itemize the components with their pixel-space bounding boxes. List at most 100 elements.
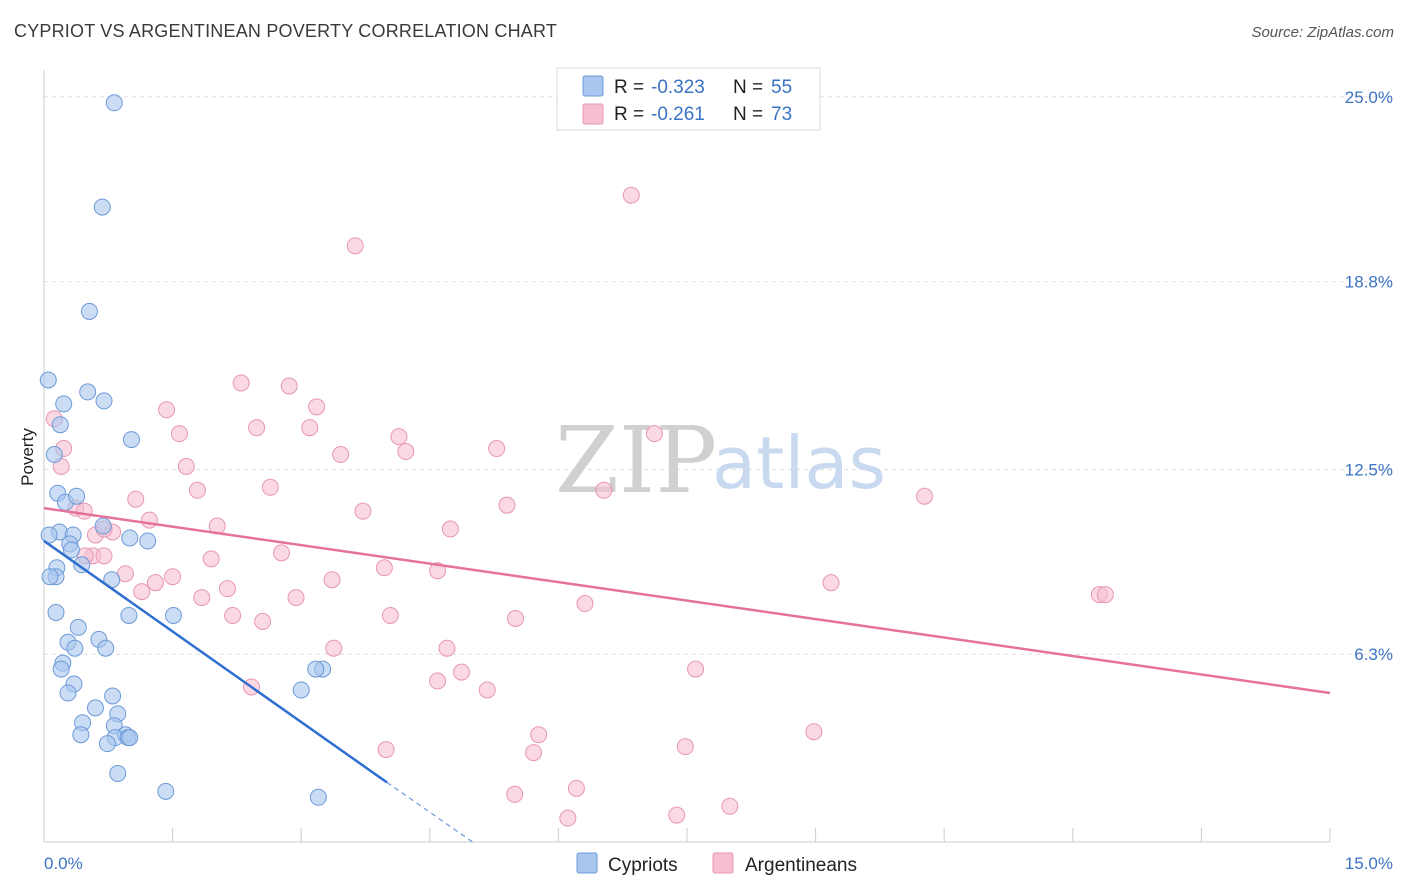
cypriots-point	[79, 383, 97, 401]
cypriots-point	[72, 726, 90, 744]
argentineans-point	[202, 550, 220, 568]
argentineans-point	[390, 428, 408, 446]
cypriots-point	[94, 517, 112, 535]
legend-swatch-argentineans	[582, 103, 604, 125]
cypriots-point	[80, 302, 98, 320]
cypriots-point	[47, 603, 65, 621]
cypriots-point	[307, 660, 325, 678]
argentineans-point	[354, 502, 372, 520]
argentineans-point	[325, 639, 343, 657]
cypriots-point	[41, 568, 59, 586]
argentineans-point	[133, 583, 151, 601]
argentineans-point	[332, 446, 350, 464]
argentineans-point	[75, 502, 93, 520]
cypriots-point	[69, 618, 87, 636]
cypriots-point	[309, 788, 327, 806]
cypriots-point	[52, 660, 70, 678]
argentineans-point	[224, 606, 242, 624]
argentineans-point	[622, 186, 640, 204]
legend-n-label-cypriots: N =	[733, 77, 763, 98]
argentineans-point	[170, 425, 188, 443]
cypriots-point	[121, 729, 139, 747]
argentineans-point	[822, 574, 840, 592]
argentineans-point	[805, 723, 823, 741]
argentineans-point	[158, 401, 176, 419]
argentineans-point	[261, 478, 279, 496]
argentineans-point	[567, 779, 585, 797]
watermark-zip: ZIP	[555, 407, 717, 514]
watermark: ZIP atlas	[555, 407, 886, 514]
cypriots-point	[157, 782, 175, 800]
cypriots-trend-line	[43, 539, 388, 784]
cypriots-point	[121, 529, 139, 547]
bottom-legend-label-argentineans: Argentineans	[745, 855, 857, 876]
argentineans-point	[478, 681, 496, 699]
argentineans-point	[272, 544, 290, 562]
argentineans-point	[254, 612, 272, 630]
cypriots-point	[66, 639, 84, 657]
cypriots-point	[93, 198, 111, 216]
argentineans-point	[218, 580, 236, 598]
argentineans-point	[429, 562, 447, 580]
cypriots-point	[164, 606, 182, 624]
tick-labels: 6.3% 12.5% 18.8% 25.0% 0.0% 15.0%	[44, 88, 1393, 873]
legend-r-label-cypriots: R =	[614, 77, 644, 98]
bottom-legend-label-cypriots: Cypriots	[608, 855, 678, 876]
argentineans-point	[188, 481, 206, 499]
argentineans-point	[525, 744, 543, 762]
cypriots-point	[55, 395, 73, 413]
argentineans-point	[146, 574, 164, 592]
argentineans-point	[280, 377, 298, 395]
argentineans-point	[438, 639, 456, 657]
legend-r-value-cypriots: -0.323	[651, 77, 705, 98]
chart-title: CYPRIOT VS ARGENTINEAN POVERTY CORRELATI…	[14, 21, 558, 41]
cypriots-point	[120, 606, 138, 624]
argentineans-point	[498, 496, 516, 514]
argentineans-point	[488, 440, 506, 458]
cypriots-point	[39, 371, 57, 389]
cypriots-point	[51, 416, 69, 434]
argentineans-point	[507, 609, 525, 627]
cypriots-point	[68, 487, 86, 505]
argentineans-point	[287, 589, 305, 607]
argentineans-point	[127, 490, 145, 508]
cypriots-point	[105, 94, 123, 112]
argentineans-point	[375, 559, 393, 577]
top-legend: R = -0.323 N = 55 R = -0.261 N = 73	[556, 67, 821, 131]
argentineans-point	[595, 481, 613, 499]
argentineans-point	[559, 809, 577, 827]
cypriots-point	[62, 541, 80, 559]
argentineans-point	[193, 589, 211, 607]
cypriots-point	[104, 687, 122, 705]
bottom-legend-swatch-cypriots	[576, 852, 598, 874]
y-axis-title: Poverty	[18, 428, 37, 486]
cypriots-point	[109, 764, 127, 782]
cypriots-point	[95, 392, 113, 410]
bottom-legend-swatch-argentineans	[712, 852, 734, 874]
argentineans-point	[429, 672, 447, 690]
trend-lines	[43, 506, 1331, 843]
cypriots-points	[39, 94, 332, 806]
argentineans-point	[1096, 586, 1114, 604]
y-tick-label: 12.5%	[1345, 460, 1393, 479]
argentineans-point	[441, 520, 459, 538]
cypriots-point	[59, 684, 77, 702]
argentineans-point	[721, 797, 739, 815]
legend-swatch-cypriots	[582, 75, 604, 97]
x-tick-label: 15.0%	[1345, 854, 1393, 873]
argentineans-point	[95, 547, 113, 565]
legend-r-label-argentineans: R =	[614, 104, 644, 125]
axes	[43, 70, 1331, 843]
source-credit: Source: ZipAtlas.com	[1251, 24, 1394, 41]
cypriots-point	[139, 532, 157, 550]
argentineans-point	[177, 457, 195, 475]
x-tick-label: 0.0%	[44, 854, 83, 873]
argentineans-point	[346, 237, 364, 255]
argentineans-point	[453, 663, 471, 681]
argentineans-point	[164, 568, 182, 586]
argentineans-trend-line	[43, 506, 1331, 695]
cypriots-point	[40, 526, 58, 544]
cypriots-point	[98, 735, 116, 753]
y-tick-label: 18.8%	[1345, 273, 1393, 292]
argentineans-point	[687, 660, 705, 678]
